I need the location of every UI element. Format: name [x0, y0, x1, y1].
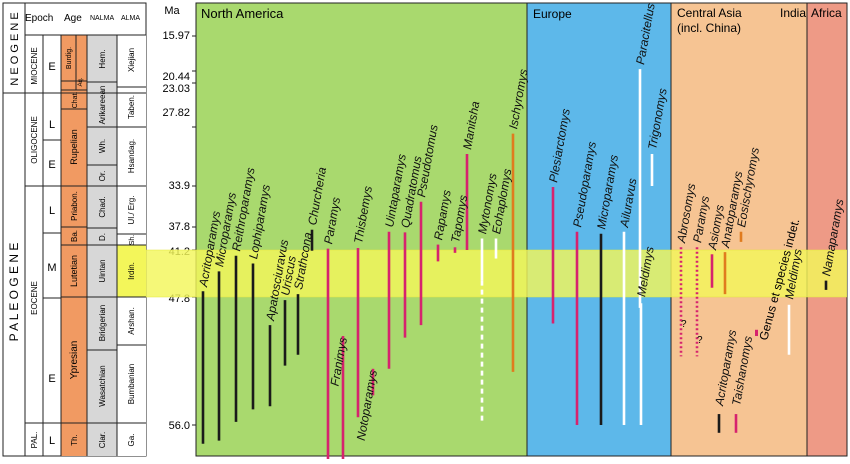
rupelian-label: Rupelian	[69, 129, 79, 165]
alma-header: ALMA	[121, 15, 140, 22]
range-bar-genus-indet	[755, 329, 758, 337]
taxon-label-uriscus: Uriscus	[278, 255, 299, 297]
stratigraphic-table: Epoch Age NALMA ALMA N E O G E N E P A L…	[2, 2, 147, 457]
aquitanian-label: Aq.	[78, 77, 84, 86]
alma-irdin-highlight	[117, 245, 146, 297]
neogene-label: N E O G E N E	[9, 12, 21, 85]
nalma-orellan: Or.	[98, 171, 107, 182]
oligocene-late-label: L	[49, 119, 55, 131]
nalma-hemingfordian: Hem.	[98, 49, 107, 68]
india-label: India	[780, 6, 806, 20]
nalma-header: NALMA	[90, 15, 114, 22]
lutetian-label: Lutetian	[69, 255, 79, 287]
nalma-whitneyan: Wh.	[98, 139, 107, 153]
africa-panel	[806, 2, 848, 457]
alma-gashatan: Ga.	[127, 434, 136, 447]
nalma-uintan: Uintan	[98, 259, 107, 282]
tick-33-9: 33.9	[169, 180, 190, 192]
miocene-label: MIOCENE	[30, 47, 39, 84]
europe-panel	[526, 2, 672, 457]
north-america-panel	[195, 2, 528, 457]
eocene-middle-label: M	[47, 262, 56, 274]
ma-unit-label: Ma	[164, 5, 180, 17]
paleocene-label: PAL.	[30, 432, 39, 449]
tick-23-03: 23.03	[162, 83, 190, 95]
nalma-wasatchian: Wasatchian	[98, 365, 107, 407]
alma-arshantan: Arshan.	[127, 307, 136, 335]
nalma-clarkforkian: Clar.	[98, 432, 107, 448]
ma-scale: Ma 15.97 20.44 23.03 27.82 33.9 37.8 41.…	[162, 5, 196, 432]
tick-20-44: 20.44	[162, 71, 190, 83]
question-mark-abrosomys: ?	[681, 319, 687, 330]
nalma-arikareean: Arikareean	[98, 86, 107, 125]
central-asia-label: Central Asia	[677, 6, 742, 20]
thanetian-label: Th.	[70, 434, 79, 446]
tick-37-8: 37.8	[169, 221, 190, 233]
central-asia-sublabel: (incl. China)	[677, 21, 741, 35]
nalma-duchesnean: D.	[98, 233, 107, 241]
alma-hsandagolian: Hsandag.	[127, 139, 136, 173]
miocene-early-label: E	[48, 61, 55, 73]
alma-xiejian: Xiejian	[127, 48, 136, 72]
bartonian-label: Ba.	[70, 230, 79, 242]
oligocene-early-label: E	[48, 159, 55, 171]
alma-irdinmanhan: Irdin.	[127, 262, 136, 280]
chattian-label: Chat.	[72, 92, 79, 109]
tick-27-82: 27.82	[162, 107, 190, 119]
priabonian-label: Priabon.	[70, 191, 79, 221]
ypresian-label: Ypresian	[69, 341, 80, 380]
question-mark-paramys: ?	[697, 335, 703, 346]
nalma-chadronian: Chad.	[98, 196, 107, 217]
north-america-label: North America	[201, 6, 284, 21]
alma-sharamurunian: Sh.	[129, 235, 136, 246]
asia-panel	[670, 2, 808, 457]
taxon-ranges	[201, 69, 828, 464]
eocene-early-label: E	[48, 373, 55, 385]
africa-label: Africa	[811, 6, 842, 20]
eocene-late-label: L	[49, 205, 55, 217]
nalma-bridgerian: Bridgerian	[98, 305, 107, 341]
eocene-label: EOCENE	[30, 281, 39, 315]
alma-ulangochuian-ergilian: Ul./ Erg.	[127, 196, 136, 225]
tick-56-0: 56.0	[169, 420, 190, 432]
alma-tabenbulukian: Taben.	[127, 95, 136, 119]
oligocene-label: OLIGOCENE	[30, 116, 39, 164]
paleogene-label: P A L E O G E N E	[7, 243, 21, 342]
burdigalian-label: Burdig.	[66, 47, 73, 69]
europe-label: Europe	[533, 7, 572, 21]
age-header: Age	[64, 13, 82, 24]
tick-15-97: 15.97	[162, 30, 190, 42]
paleocene-late-label: L	[49, 435, 55, 447]
alma-bumbanian: Bumbanian	[127, 364, 136, 404]
epoch-header: Epoch	[25, 13, 53, 24]
